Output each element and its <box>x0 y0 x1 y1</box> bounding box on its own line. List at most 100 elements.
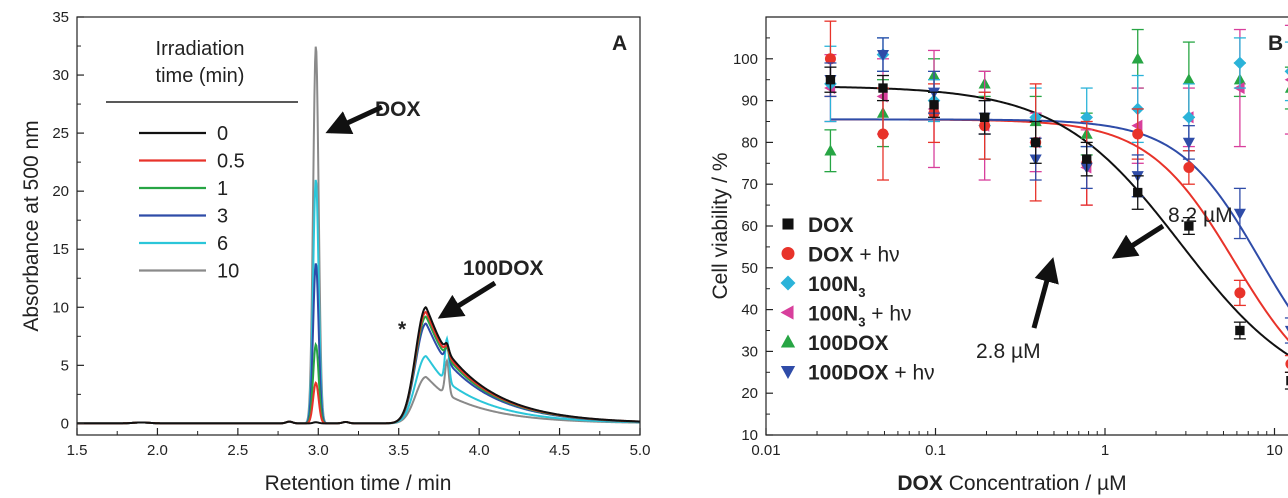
y-tick-label: 10 <box>741 427 758 444</box>
legend-label-rest: + hν <box>854 244 900 267</box>
y-tick-label: 35 <box>52 9 69 26</box>
annotation-star: * <box>398 318 407 341</box>
data-point <box>1284 77 1288 82</box>
legend-label-bold: 100DOX <box>808 362 889 385</box>
legend-marker <box>780 275 796 291</box>
y-tick-label: 20 <box>52 183 69 200</box>
panel-b-xlabel-rest: Concentration / µM <box>943 472 1127 495</box>
data-point <box>1183 161 1195 173</box>
data-point <box>876 90 888 103</box>
legend-label: 0.5 <box>217 151 245 173</box>
annotation-ic50-100dox-hv: 8.2 µM <box>1168 204 1233 227</box>
legend-label: 0 <box>217 123 228 145</box>
data-point <box>877 128 889 140</box>
panel-a-ylabel: Absorbance at 500 nm <box>20 120 43 331</box>
data-point <box>1233 56 1247 70</box>
data-point <box>1234 287 1246 299</box>
panel-a-legend-title-1: Irradiation <box>156 38 245 60</box>
legend-label: 100DOX <box>808 332 889 355</box>
legend-label: 100N3 + hν <box>808 303 912 330</box>
legend-label-bold: DOX <box>808 244 854 267</box>
x-tick-label: 3.0 <box>308 442 329 459</box>
annotation-ic50-dox: 2.8 µM <box>976 340 1041 363</box>
y-tick-label: 50 <box>741 260 758 277</box>
legend-label: 100DOX + hν <box>808 362 935 385</box>
legend-marker <box>782 218 794 230</box>
data-point <box>1233 208 1246 220</box>
legend-label-sub: 3 <box>858 315 865 330</box>
legend-label: 1 <box>217 178 228 200</box>
x-tick-label: 3.5 <box>388 442 409 459</box>
data-point <box>825 75 836 85</box>
y-tick-label: 25 <box>52 125 69 142</box>
panel-a-xlabel: Retention time / min <box>265 472 452 495</box>
legend-label: DOX <box>808 214 854 237</box>
legend-label-bold: 100DOX <box>808 332 889 355</box>
legend-label-bold: 100N <box>808 273 858 296</box>
data-point <box>1284 67 1288 75</box>
arrow-100dox <box>437 280 497 319</box>
legend-marker <box>780 334 796 348</box>
data-point <box>876 49 890 61</box>
legend-label: DOX + hν <box>808 244 900 267</box>
y-tick-label: 0 <box>61 415 69 432</box>
data-point <box>1285 359 1288 369</box>
data-point <box>1133 187 1143 198</box>
data-point <box>979 112 990 122</box>
legend-label: 100N3 <box>808 273 865 300</box>
panel-a-legend-title-2: time (min) <box>156 65 245 87</box>
legend-label-rest: + hν <box>889 362 935 385</box>
x-tick-label: 1.5 <box>67 442 88 459</box>
data-point <box>1182 73 1195 85</box>
panel-b-label: B <box>1268 32 1283 55</box>
y-tick-label: 15 <box>52 241 69 258</box>
arrow-dox <box>325 104 384 134</box>
legend-label: 10 <box>217 261 239 283</box>
data-point <box>1182 137 1195 149</box>
data-point <box>1284 87 1288 93</box>
y-tick-label: 30 <box>741 343 758 360</box>
legend-marker <box>780 365 796 379</box>
arrow-ic50-100dox-hv <box>1111 223 1165 259</box>
y-tick-label: 70 <box>741 176 758 193</box>
arrow-ic50-dox <box>1031 257 1059 329</box>
y-tick-label: 90 <box>741 93 758 110</box>
x-tick-label: 2.5 <box>227 442 248 459</box>
panel-b-ylabel: Cell viability / % <box>709 152 732 299</box>
y-tick-label: 30 <box>52 67 69 84</box>
data-point <box>1080 110 1094 124</box>
panel-b-xlabel: DOX Concentration / µM <box>897 472 1126 495</box>
panel-b-data <box>824 20 1288 390</box>
data-point <box>1184 221 1194 231</box>
y-tick-label: 40 <box>741 302 758 319</box>
x-tick-label: 10 <box>1266 442 1283 459</box>
y-tick-label: 10 <box>52 299 69 316</box>
legend-label-bold: DOX <box>808 214 854 237</box>
trace-0-5-min <box>77 310 640 425</box>
trace-10-min <box>77 46 640 425</box>
legend-label-bold: 100N <box>808 303 858 326</box>
y-tick-label: 100 <box>733 51 758 68</box>
data-point <box>929 100 939 110</box>
annotation-100dox: 100DOX <box>463 257 544 280</box>
legend-label-sub: 3 <box>858 285 865 300</box>
data-point <box>1132 128 1144 140</box>
y-tick-label: 80 <box>741 134 758 151</box>
annotation-dox: DOX <box>375 98 421 121</box>
legend-label-rest: + hν <box>865 303 911 326</box>
panel-a-traces <box>77 46 640 425</box>
data-point <box>1082 154 1092 164</box>
data-point <box>1182 110 1196 124</box>
data-point <box>1131 52 1144 64</box>
x-tick-label: 0.1 <box>925 442 946 459</box>
legend-marker <box>781 247 795 260</box>
trace-0-min <box>77 306 640 425</box>
x-tick-label: 2.0 <box>147 442 168 459</box>
y-tick-label: 60 <box>741 218 758 235</box>
fit-curve <box>830 118 1288 308</box>
y-tick-label: 20 <box>741 385 758 402</box>
data-point <box>1284 325 1288 332</box>
